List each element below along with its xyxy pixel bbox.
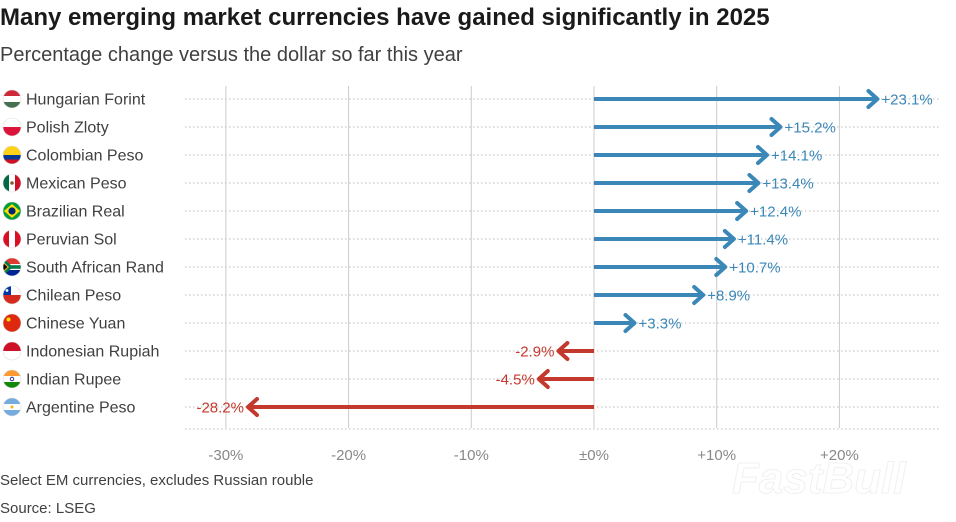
footnote: Select EM currencies, excludes Russian r… xyxy=(0,472,314,489)
bar-arrowhead xyxy=(692,285,706,305)
chart-title: Many emerging market currencies have gai… xyxy=(0,4,770,31)
bar-arrowhead xyxy=(735,201,749,221)
category-label: Brazilian Real xyxy=(26,204,125,221)
bar-arrowhead xyxy=(769,117,783,137)
category-label: Colombian Peso xyxy=(26,148,144,165)
data-label: +15.2% xyxy=(785,120,836,137)
bar-arrowhead xyxy=(245,397,259,417)
brazil-flag-icon xyxy=(2,201,22,221)
data-label: +8.9% xyxy=(707,288,750,305)
argentina-flag-icon xyxy=(2,397,22,417)
data-label: +10.7% xyxy=(729,260,780,277)
category-label: Peruvian Sol xyxy=(26,232,117,249)
bars: +23.1% +15.2% +14.1% +13.4% +12.4% +11.4% +10.… xyxy=(196,89,933,417)
bar-arrowhead xyxy=(623,313,637,333)
south-africa-flag-icon xyxy=(2,257,22,277)
bar-arrowhead xyxy=(747,173,761,193)
bar-arrowhead xyxy=(866,89,880,109)
bar-arrowhead xyxy=(556,341,570,361)
china-flag-icon xyxy=(2,313,22,333)
x-tick-label: -30% xyxy=(208,447,243,464)
data-label: -2.9% xyxy=(515,344,554,361)
x-tick-label: +20% xyxy=(820,447,859,464)
category-label: Indian Rupee xyxy=(26,372,121,389)
category-label: South African Rand xyxy=(26,260,164,277)
chart-subtitle: Percentage change versus the dollar so f… xyxy=(0,44,463,66)
data-label: -28.2% xyxy=(196,400,244,417)
watermark-logo: FastBull xyxy=(732,454,907,504)
data-label: +12.4% xyxy=(750,204,801,221)
data-label: +3.3% xyxy=(638,316,681,333)
category-label: Mexican Peso xyxy=(26,176,127,193)
category-label: Argentine Peso xyxy=(26,400,136,417)
x-axis-ticks: -30% -20% -10% ±0% +10% +20% xyxy=(208,447,858,464)
gridlines xyxy=(225,86,840,428)
category-label: Chinese Yuan xyxy=(26,316,125,333)
data-label: +23.1% xyxy=(881,92,932,109)
source-note: Source: LSEG xyxy=(0,500,96,517)
bar-arrowhead xyxy=(722,229,736,249)
india-flag-icon xyxy=(2,369,22,389)
category-label: Indonesian Rupiah xyxy=(26,344,159,361)
x-tick-label: -10% xyxy=(454,447,489,464)
x-tick-label: +10% xyxy=(697,447,736,464)
category-label: Chilean Peso xyxy=(26,288,121,305)
data-label: -4.5% xyxy=(496,372,535,389)
indonesia-flag-icon xyxy=(2,341,22,361)
bar-arrowhead xyxy=(714,257,728,277)
mexico-flag-icon xyxy=(2,173,22,193)
data-label: +14.1% xyxy=(771,148,822,165)
x-tick-label: -20% xyxy=(331,447,366,464)
chile-flag-icon xyxy=(2,285,22,305)
category-label: Polish Zloty xyxy=(26,120,109,137)
peru-flag-icon xyxy=(2,229,22,249)
data-label: +11.4% xyxy=(738,232,788,249)
data-label: +13.4% xyxy=(762,176,813,193)
x-tick-label: ±0% xyxy=(579,447,609,464)
colombia-flag-icon xyxy=(2,145,22,165)
category-labels: Hungarian Forint Polish Zloty Colombian Pe… xyxy=(2,89,164,417)
poland-flag-icon xyxy=(2,117,22,137)
bar-arrowhead xyxy=(756,145,770,165)
hungary-flag-icon xyxy=(2,89,22,109)
category-label: Hungarian Forint xyxy=(26,92,146,109)
bar-arrowhead xyxy=(536,369,550,389)
bar-chart: +23.1% +15.2% +14.1% +13.4% +12.4% +11.4% +10.… xyxy=(2,86,940,464)
